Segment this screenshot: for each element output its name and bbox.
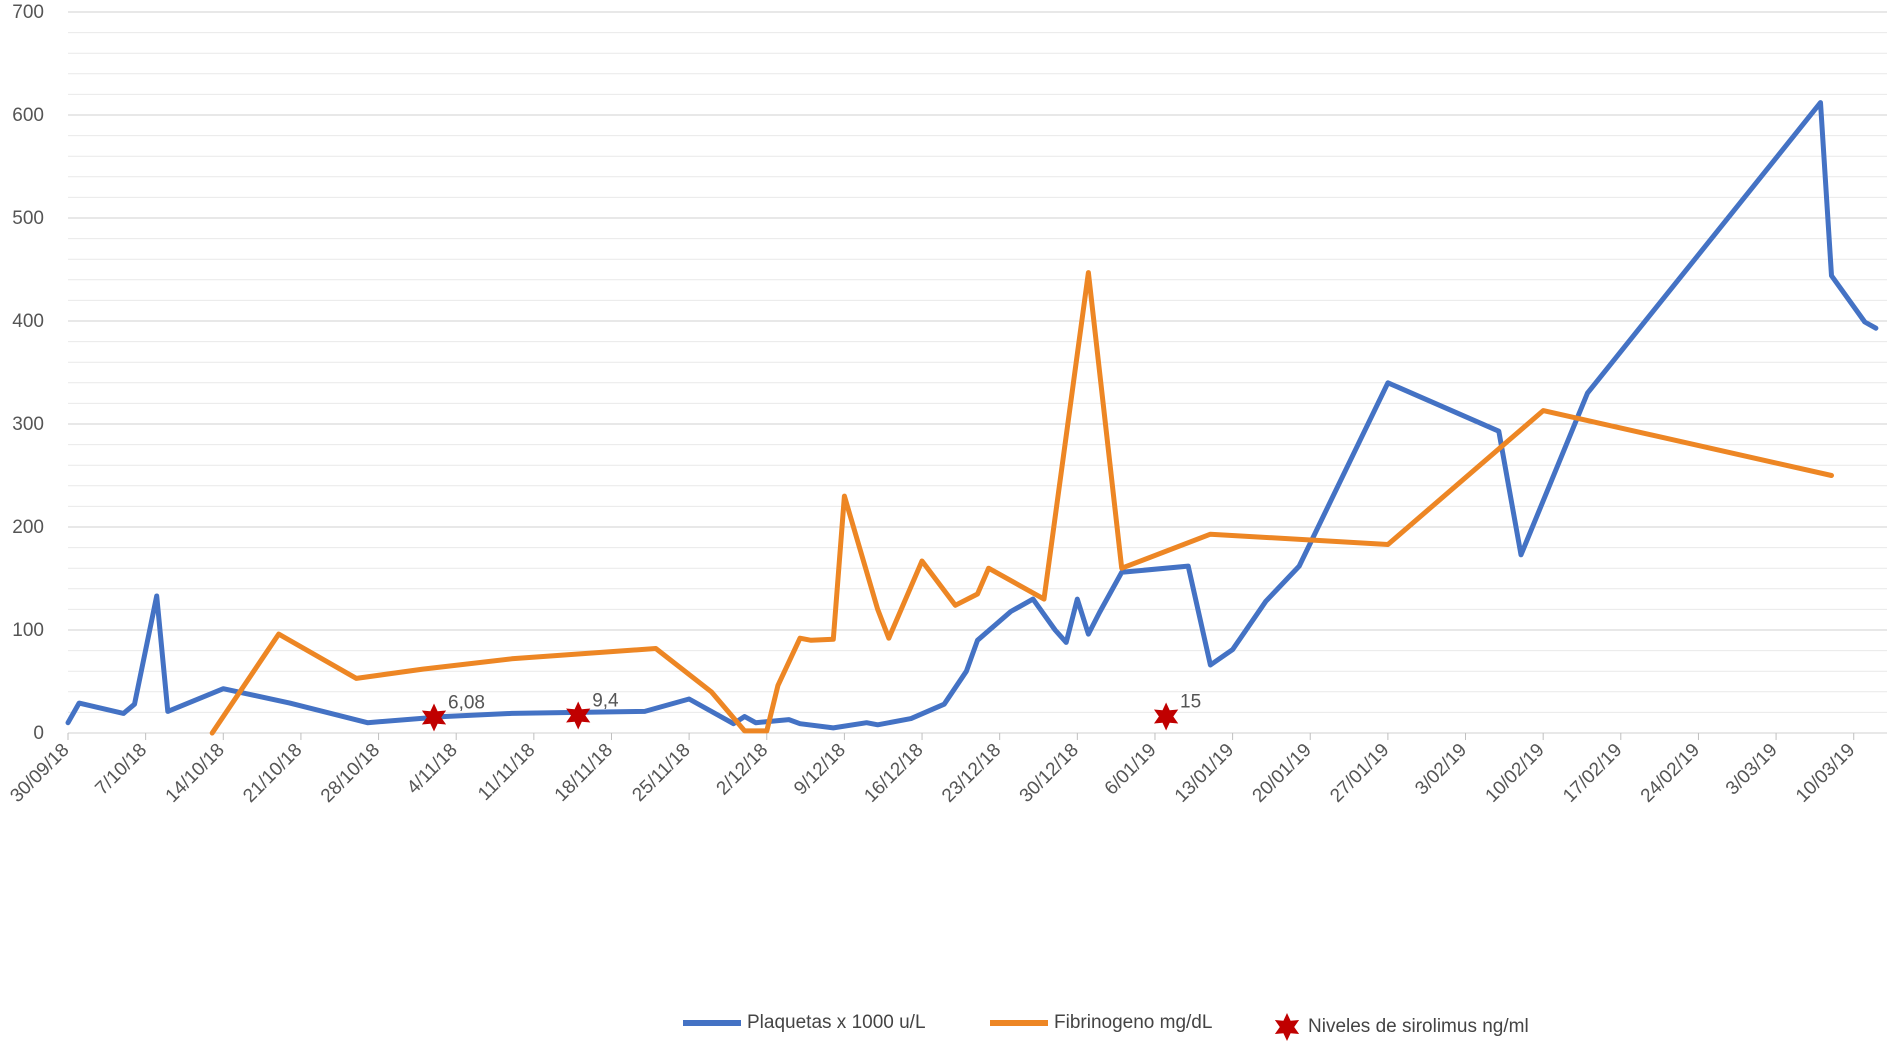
y-tick-label: 200	[12, 517, 44, 538]
y-tick-label: 300	[12, 414, 44, 435]
x-tick-label: 6/01/19	[1101, 740, 1161, 800]
legend-label-plaquetas: Plaquetas x 1000 u/L	[747, 1012, 926, 1033]
legend-item-sirolimus: Niveles de sirolimus ng/ml	[1272, 1012, 1529, 1042]
legend-item-fibrinogeno: Fibrinogeno mg/dL	[990, 1012, 1212, 1034]
grid-lines	[68, 11, 1887, 734]
y-tick-label: 0	[33, 723, 44, 744]
x-tick-label: 4/11/18	[403, 740, 462, 799]
x-tick-label: 14/10/18	[162, 740, 229, 807]
star-icon	[1274, 1013, 1300, 1041]
legend-swatch-plaquetas	[683, 1020, 741, 1026]
legend-label-fibrinogeno: Fibrinogeno mg/dL	[1054, 1012, 1213, 1033]
x-tick-label: 24/02/19	[1637, 740, 1704, 807]
x-tick-label: 10/02/19	[1482, 740, 1549, 807]
x-tick-label: 11/11/18	[474, 740, 539, 805]
x-tick-label: 9/12/18	[790, 740, 850, 800]
x-tick-label: 20/01/19	[1249, 740, 1316, 807]
x-tick-label: 16/12/18	[860, 740, 927, 807]
series-line-fibrinogeno	[209, 270, 1834, 736]
y-tick-label: 700	[12, 2, 44, 23]
legend-swatch-fibrinogeno	[990, 1020, 1048, 1026]
y-axis: 0 100 200 300 400 500 600 700	[12, 2, 44, 744]
x-tick-label: 18/11/18	[551, 740, 617, 806]
sirolimus-marker	[421, 703, 447, 732]
sirolimus-markers: 6,08 9,4 15	[421, 690, 1201, 732]
legend: Plaquetas x 1000 u/L Fibrinogeno mg/dL N…	[0, 1012, 1890, 1044]
x-tick-label: 2/12/18	[713, 740, 773, 800]
x-tick-label: 23/12/18	[938, 740, 1005, 807]
sirolimus-marker	[566, 701, 591, 730]
x-tick-label: 17/02/19	[1559, 740, 1626, 807]
y-tick-label: 100	[12, 620, 44, 641]
x-tick-label: 3/03/19	[1722, 740, 1782, 800]
sirolimus-data-label: 9,4	[592, 690, 619, 711]
x-tick-label: 27/01/19	[1326, 740, 1393, 807]
series-line-plaquetas	[65, 100, 1879, 731]
x-tick-label: 10/03/19	[1792, 740, 1859, 807]
y-tick-label: 600	[12, 105, 44, 126]
x-tick-label: 21/10/18	[239, 740, 306, 807]
y-tick-label: 400	[12, 311, 44, 332]
legend-label-sirolimus: Niveles de sirolimus ng/ml	[1308, 1016, 1529, 1037]
x-tick-label: 13/01/19	[1171, 740, 1238, 807]
x-tick-label: 28/10/18	[317, 740, 384, 807]
x-tick-label: 30/09/18	[6, 740, 73, 807]
x-axis: 30/09/18 7/10/18 14/10/18 21/10/18 28/10/18 4…	[6, 733, 1859, 807]
sirolimus-marker	[1153, 702, 1179, 731]
series-lines	[65, 100, 1879, 736]
chart-area: 0 100 200 300 400 500 600 700 30/09/18 7/10/18 14…	[6, 2, 1887, 807]
x-tick-label: 30/12/18	[1016, 740, 1083, 807]
x-tick-label: 3/02/19	[1411, 740, 1471, 800]
x-tick-label: 25/11/18	[628, 740, 694, 806]
legend-item-plaquetas: Plaquetas x 1000 u/L	[683, 1012, 926, 1034]
x-tick-label: 7/10/18	[91, 740, 151, 800]
y-tick-label: 500	[12, 208, 44, 229]
sirolimus-data-label: 6,08	[448, 693, 485, 714]
sirolimus-data-label: 15	[1180, 692, 1201, 713]
